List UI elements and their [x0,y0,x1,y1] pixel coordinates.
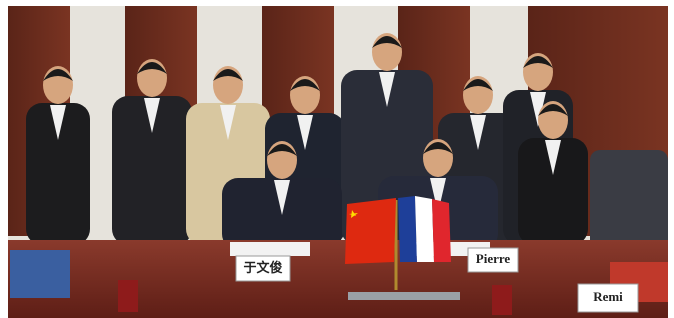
photo-content: 于文俊 Pierre Remi [8,6,668,318]
france-flag-red [432,199,451,262]
pen-holder [492,285,512,315]
france-flag-blue [398,196,417,262]
tissue-box [10,250,70,298]
china-flag [345,198,396,264]
name-card-label: 于文俊 [243,260,282,275]
name-card-label: Remi [593,289,623,304]
photo: 于文俊 Pierre Remi [0,0,674,318]
france-flag-white [415,196,434,262]
pen-holder [118,280,138,312]
name-card-label: Pierre [476,251,511,266]
chair [590,150,668,250]
table [8,240,668,318]
microphone [348,292,460,300]
document [230,242,310,256]
